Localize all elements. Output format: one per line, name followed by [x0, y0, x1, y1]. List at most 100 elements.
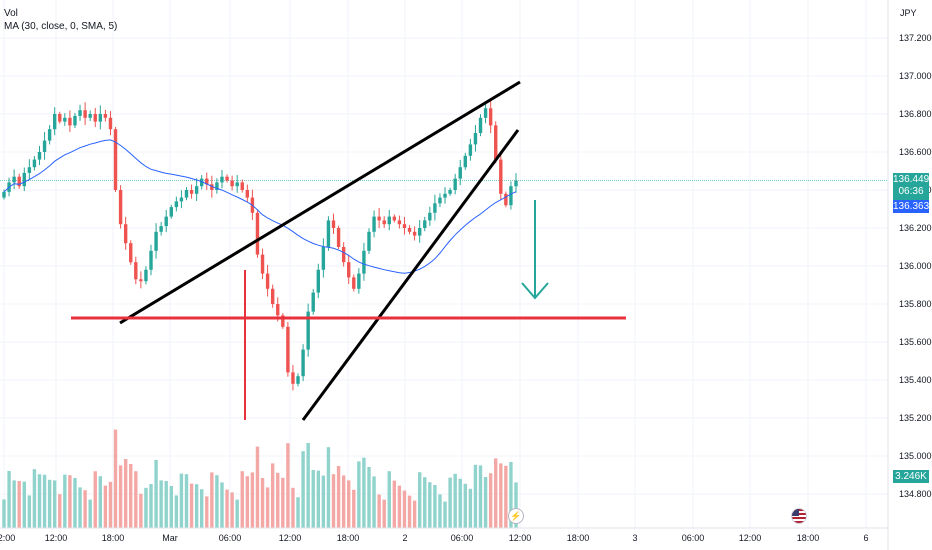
candle	[200, 175, 204, 190]
volume-bar	[291, 487, 295, 528]
candle	[387, 209, 391, 231]
candle	[184, 187, 189, 201]
volume-bar	[154, 460, 158, 528]
volume-bar	[164, 481, 168, 528]
candle	[296, 373, 300, 387]
currency-label: JPY	[900, 8, 917, 18]
candle	[189, 184, 194, 199]
candle	[255, 209, 260, 258]
price-tick-label: 135.600	[899, 337, 932, 347]
volume-bar	[347, 480, 351, 528]
candle	[27, 159, 32, 181]
time-tick-label: 3	[632, 533, 637, 543]
candle	[494, 121, 498, 164]
volume-bar	[58, 494, 62, 528]
us-flag-icon[interactable]	[791, 508, 807, 524]
candle	[402, 216, 407, 235]
candle	[174, 196, 179, 212]
candle	[428, 206, 432, 226]
volume-bar	[88, 499, 92, 528]
volume-bar	[68, 475, 72, 528]
chart-legend: Vol MA (30, close, 0, SMA, 5)	[4, 7, 117, 33]
candle	[504, 191, 508, 208]
candle	[367, 228, 371, 254]
volume-bar	[103, 485, 108, 528]
volume-bar	[494, 458, 498, 528]
price-tick-label: 135.400	[899, 375, 932, 385]
volume-bar	[270, 463, 275, 528]
volume-bar	[225, 489, 229, 528]
candle	[463, 152, 468, 170]
candle	[407, 225, 412, 235]
volume-value-tag: 3.246K	[893, 470, 929, 483]
time-tick-label: Mar	[162, 533, 178, 543]
candle	[286, 321, 290, 377]
volume-bar	[402, 490, 407, 528]
time-tick-label: 12:00	[45, 533, 68, 543]
candle	[514, 173, 518, 193]
candle	[32, 156, 37, 171]
volume-bar	[93, 471, 97, 528]
volume-bar	[255, 446, 260, 528]
time-tick-label: 12:00	[279, 533, 302, 543]
volume-bar	[63, 474, 67, 528]
candle	[12, 169, 16, 190]
candle	[483, 102, 488, 124]
volume-bar	[311, 470, 315, 528]
price-tick-label: 135.200	[899, 413, 932, 423]
volume-bar	[235, 499, 239, 528]
volume-bar	[184, 474, 189, 528]
candle	[240, 179, 244, 193]
lightning-icon[interactable]: ⚡	[508, 508, 524, 524]
drawings[interactable]	[71, 80, 626, 421]
volume-bar	[174, 495, 179, 528]
candle	[93, 107, 97, 128]
time-axis[interactable]: 12:00 12:00 18:00 Mar 06:00 12:00 18:00 2 06:00 1…	[0, 527, 888, 543]
candle	[245, 184, 250, 203]
candle	[468, 138, 473, 161]
price-tick-label: 135.800	[899, 299, 932, 309]
volume-bar	[17, 481, 21, 528]
volume-bar	[2, 499, 6, 528]
candle	[433, 194, 437, 221]
volume-bar	[367, 467, 371, 528]
candle	[225, 174, 229, 183]
volume-bar	[129, 464, 133, 528]
candle	[270, 284, 275, 308]
volume-bar	[296, 497, 300, 528]
candle	[205, 172, 209, 190]
candle	[423, 216, 427, 232]
volume-bar	[433, 485, 437, 528]
candle	[17, 173, 21, 189]
volume-bar	[250, 472, 255, 528]
volume-bar	[453, 473, 457, 528]
volume-bar	[149, 484, 153, 528]
candle	[260, 248, 265, 280]
time-tick-label: 06:00	[219, 533, 242, 543]
candle	[382, 216, 386, 228]
volume-bar	[215, 475, 219, 528]
volume-bar	[118, 465, 123, 528]
time-tick-label: 18:00	[797, 533, 820, 543]
candle	[73, 112, 77, 129]
lower-trend-line[interactable]	[301, 129, 520, 421]
volume-bar	[362, 457, 366, 528]
candle	[397, 215, 402, 229]
candle	[215, 178, 219, 194]
price-tick-label: 134.800	[899, 489, 932, 499]
volume-bar	[488, 473, 493, 528]
volume-bar	[73, 478, 77, 528]
price-tick-label: 136.800	[899, 109, 932, 119]
candle	[179, 190, 184, 209]
last-price-tag: 136.449 06:36	[893, 173, 929, 200]
candle	[139, 271, 143, 289]
volume-bar	[12, 480, 16, 528]
candle	[108, 111, 113, 136]
candle	[52, 107, 57, 136]
upper-trend-line[interactable]	[119, 80, 521, 325]
down-arrow[interactable]	[521, 200, 549, 300]
volume-bar	[240, 471, 244, 528]
volume-bar	[210, 472, 214, 528]
candle	[438, 193, 442, 208]
